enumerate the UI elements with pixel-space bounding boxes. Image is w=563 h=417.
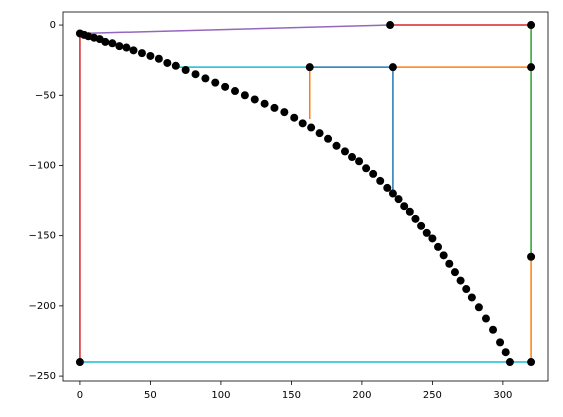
marker <box>376 176 385 185</box>
marker <box>290 113 299 122</box>
y-tick-label: −100 <box>29 160 56 171</box>
marker <box>450 268 459 277</box>
marker <box>191 70 200 79</box>
marker <box>400 202 409 211</box>
marker <box>340 147 349 156</box>
marker <box>146 51 155 60</box>
y-tick-label: −200 <box>29 301 56 312</box>
marker <box>348 153 357 162</box>
marker <box>231 87 240 96</box>
marker <box>122 43 131 52</box>
marker <box>405 207 414 216</box>
marker <box>280 108 289 117</box>
axes-frame <box>62 11 549 382</box>
marker <box>462 285 471 294</box>
x-tick-label: 200 <box>352 390 371 401</box>
marker <box>434 242 443 251</box>
marker <box>163 58 172 67</box>
marker <box>505 358 514 367</box>
marker <box>411 214 420 223</box>
marker <box>456 276 465 285</box>
marker <box>422 228 431 237</box>
x-tick-label: 50 <box>144 390 157 401</box>
marker <box>298 119 307 128</box>
y-tick-label: −150 <box>29 231 56 242</box>
marker <box>211 78 220 87</box>
marker <box>474 303 483 312</box>
marker <box>305 63 314 72</box>
y-tick-label: −250 <box>29 371 56 382</box>
marker <box>101 37 110 46</box>
marker <box>201 74 210 83</box>
marker <box>439 251 448 260</box>
marker <box>154 54 163 63</box>
marker <box>467 293 476 302</box>
marker <box>250 95 259 104</box>
y-tick-label: 0 <box>50 20 56 31</box>
marker <box>137 49 146 58</box>
marker <box>332 141 341 150</box>
marker <box>221 82 230 91</box>
x-tick-label: 100 <box>211 390 230 401</box>
marker <box>181 65 190 74</box>
marker <box>108 39 117 48</box>
marker <box>388 63 397 72</box>
marker <box>501 348 510 357</box>
marker <box>527 21 536 30</box>
marker <box>171 61 180 70</box>
marker <box>394 195 403 204</box>
marker <box>115 42 124 51</box>
marker <box>362 164 371 173</box>
line-segment <box>79 24 391 35</box>
x-tick-label: 150 <box>282 390 301 401</box>
marker <box>428 234 437 243</box>
marker <box>527 358 536 367</box>
marker <box>270 103 279 112</box>
marker <box>324 134 333 143</box>
marker <box>445 259 454 268</box>
marker <box>260 99 269 108</box>
x-tick-label: 0 <box>77 390 83 401</box>
marker <box>489 325 498 334</box>
marker <box>240 91 249 100</box>
marker <box>315 129 324 138</box>
x-tick-label: 250 <box>423 390 442 401</box>
marker <box>388 189 397 198</box>
marker <box>369 169 378 178</box>
marker <box>527 63 536 72</box>
y-tick-label: −50 <box>35 90 56 101</box>
marker <box>307 123 316 132</box>
marker <box>383 183 392 192</box>
marker <box>129 46 138 55</box>
x-tick-label: 300 <box>493 390 512 401</box>
marker <box>496 338 505 347</box>
marker <box>386 21 395 30</box>
marker <box>481 314 490 323</box>
marker <box>355 157 364 166</box>
marker <box>527 252 536 261</box>
marker <box>417 221 426 230</box>
marker <box>75 358 84 367</box>
